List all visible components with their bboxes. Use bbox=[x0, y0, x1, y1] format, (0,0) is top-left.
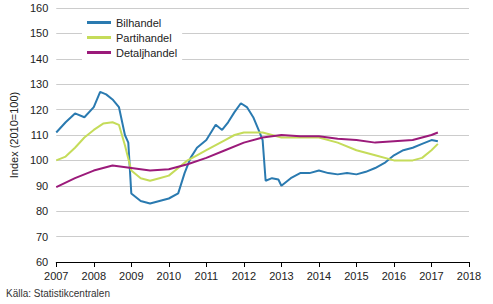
svg-text:2007: 2007 bbox=[44, 270, 68, 282]
svg-text:2014: 2014 bbox=[307, 270, 331, 282]
svg-text:100: 100 bbox=[30, 154, 48, 166]
svg-text:Partihandel: Partihandel bbox=[116, 32, 172, 44]
svg-text:2009: 2009 bbox=[119, 270, 143, 282]
svg-text:2008: 2008 bbox=[82, 270, 106, 282]
svg-text:110: 110 bbox=[31, 129, 49, 141]
svg-text:130: 130 bbox=[30, 78, 48, 90]
svg-text:80: 80 bbox=[36, 205, 48, 217]
svg-text:Bilhandel: Bilhandel bbox=[116, 17, 161, 29]
svg-text:2010: 2010 bbox=[157, 270, 181, 282]
svg-text:140: 140 bbox=[30, 53, 48, 65]
svg-text:2012: 2012 bbox=[232, 270, 256, 282]
svg-text:160: 160 bbox=[30, 2, 48, 14]
svg-text:2015: 2015 bbox=[344, 270, 368, 282]
svg-text:Källa: Statistikcentralen: Källa: Statistikcentralen bbox=[6, 288, 110, 299]
svg-text:60: 60 bbox=[36, 256, 48, 268]
svg-text:120: 120 bbox=[30, 104, 48, 116]
svg-text:2016: 2016 bbox=[382, 270, 406, 282]
svg-text:2017: 2017 bbox=[419, 270, 443, 282]
svg-text:70: 70 bbox=[36, 231, 48, 243]
svg-text:90: 90 bbox=[36, 180, 48, 192]
svg-text:Index (2010=100): Index (2010=100) bbox=[8, 92, 20, 179]
svg-text:150: 150 bbox=[30, 27, 48, 39]
svg-text:2011: 2011 bbox=[195, 270, 219, 282]
svg-text:2018: 2018 bbox=[457, 270, 481, 282]
svg-text:2013: 2013 bbox=[269, 270, 293, 282]
svg-text:Detaljhandel: Detaljhandel bbox=[116, 47, 177, 59]
